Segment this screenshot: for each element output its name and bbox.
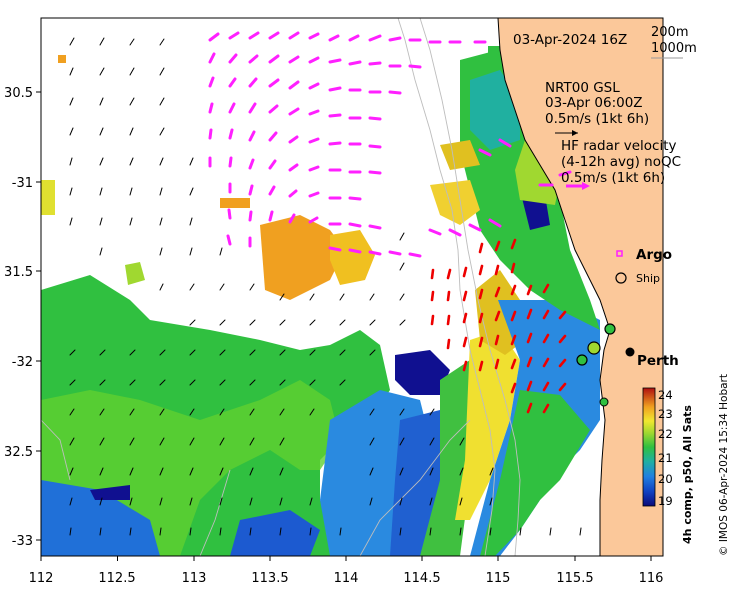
hf-radar-avg: (4-12h avg) noQC (561, 154, 681, 170)
hf-radar-scale: 0.5m/s (1kt 6h) (561, 170, 665, 186)
colorbar-tick-label: 23 (658, 407, 673, 421)
credit-text: © IMOS 06-Apr-2024 15:34 Hobart (718, 374, 730, 556)
argo-legend-label: Argo (636, 247, 672, 263)
colorbar-ticks: 24 23 22 21 20 19 (658, 388, 673, 508)
isobath-label-1000m: 1000m (651, 41, 697, 56)
isobath-label-200m: 200m (651, 25, 688, 40)
x-tick-label: 114.5 (403, 571, 440, 586)
y-axis-labels: 30.5 -31 31.5 -32 32.5 -33 (4, 86, 33, 549)
colorbar (642, 387, 656, 507)
hf-radar-arrows (430, 238, 567, 414)
x-tick-label: 115 (486, 571, 511, 586)
ship-legend-label: Ship (636, 272, 660, 285)
ship-legend-marker (615, 272, 627, 284)
colorbar-tick-label: 22 (658, 427, 673, 441)
gsl-scale-arrowhead (572, 130, 578, 136)
y-tick-label: 30.5 (4, 86, 33, 101)
colorbar-tick-label: 20 (658, 472, 673, 486)
gsl-scale: 0.5m/s (1kt 6h) (545, 111, 649, 127)
y-tick-label: 32.5 (4, 445, 33, 460)
colorbar-label: 4h comp, p50, All Sats (681, 405, 694, 544)
y-tick-label: -33 (12, 534, 33, 549)
gsl-velocity-arrows (208, 31, 572, 258)
perth-marker (625, 347, 635, 357)
sst-field (41, 46, 600, 556)
x-tick-label: 112 (29, 571, 54, 586)
x-tick-label: 115.5 (556, 571, 593, 586)
map-title: 03-Apr-2024 16Z (513, 32, 627, 48)
gsl-date: 03-Apr 06:00Z (545, 95, 643, 111)
y-tick-label: 31.5 (4, 265, 33, 280)
colorbar-tick-label: 19 (658, 494, 673, 508)
y-tick-label: -32 (12, 355, 33, 370)
x-tick-label: 113.5 (251, 571, 288, 586)
gsl-label: NRT00 GSL (545, 80, 620, 96)
x-tick-label: 113 (182, 571, 207, 586)
plot-frame (40, 17, 664, 557)
axis-ticks (36, 91, 652, 561)
model-arrows (69, 37, 582, 536)
hf-radar-scale-arrowhead (582, 182, 590, 190)
x-tick-label: 116 (639, 571, 664, 586)
colorbar-tick-label: 21 (658, 451, 673, 465)
perth-label: Perth (637, 353, 679, 369)
argo-legend-marker (616, 250, 623, 257)
isobath-lines (41, 18, 521, 556)
x-tick-label: 114 (334, 571, 359, 586)
y-tick-label: -31 (12, 176, 33, 191)
colorbar-tick-label: 24 (658, 388, 673, 402)
x-tick-label: 112.5 (98, 571, 135, 586)
ship-markers (576, 323, 616, 407)
x-axis-labels: 112 112.5 113 113.5 114 114.5 115 115.5 … (29, 571, 664, 586)
land (497, 18, 663, 556)
hf-radar-label: HF radar velocity (561, 138, 676, 154)
